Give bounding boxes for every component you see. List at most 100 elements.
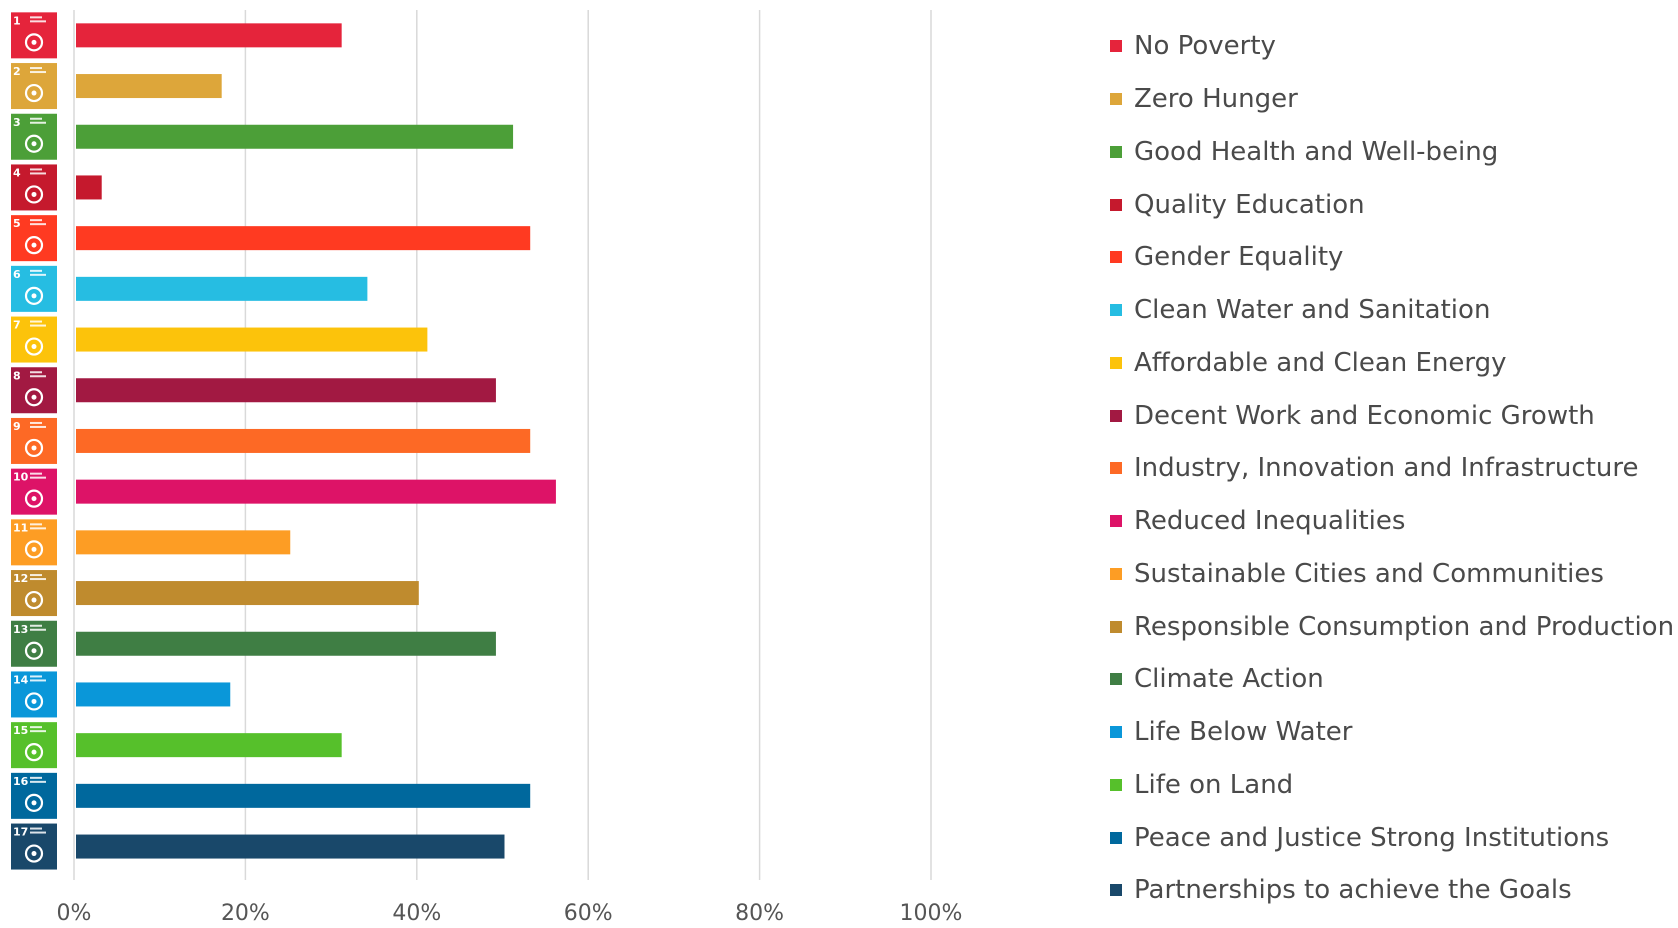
- bar: [76, 23, 342, 48]
- legend-item: Decent Work and Economic Growth: [1110, 389, 1670, 442]
- legend-item: Reduced Inequalities: [1110, 495, 1670, 548]
- sdg-icon: 16: [11, 772, 57, 819]
- legend-label: Sustainable Cities and Communities: [1134, 558, 1604, 589]
- sdg-icon: 12: [11, 570, 57, 617]
- sdg-icon: 2: [11, 63, 57, 110]
- legend-swatch: [1110, 198, 1122, 211]
- bar: [76, 631, 496, 656]
- legend-label: Reduced Inequalities: [1134, 506, 1406, 537]
- legend-label: Life on Land: [1134, 769, 1294, 800]
- bar: [76, 834, 505, 859]
- sdg-icon: 15: [11, 722, 57, 769]
- legend-item: Zero Hunger: [1110, 73, 1670, 126]
- legend-item: Partnerships to achieve the Goals: [1110, 864, 1670, 917]
- legend-swatch: [1110, 304, 1122, 317]
- x-axis-ticks: 0% 20% 40% 60% 80% 100%: [57, 901, 963, 926]
- legend-label: Life Below Water: [1134, 717, 1353, 748]
- legend-label: Clean Water and Sanitation: [1134, 295, 1491, 326]
- legend-label: Peace and Justice Strong Institutions: [1134, 822, 1610, 853]
- legend-swatch: [1110, 462, 1122, 475]
- sdg-icon: 14: [11, 671, 57, 718]
- legend-item: Industry, Innovation and Infrastructure: [1110, 442, 1670, 495]
- x-tick-label: 20%: [221, 901, 270, 926]
- x-tick-label: 40%: [392, 901, 441, 926]
- bar: [76, 74, 222, 99]
- legend-swatch: [1110, 620, 1122, 633]
- legend-label: Good Health and Well-being: [1134, 136, 1499, 167]
- bar: [76, 378, 496, 403]
- bars: [76, 23, 556, 859]
- x-tick-label: 100%: [900, 901, 963, 926]
- svg-text:4: 4: [13, 166, 21, 179]
- legend-swatch: [1110, 251, 1122, 264]
- legend-label: Gender Equality: [1134, 242, 1344, 273]
- legend-swatch: [1110, 356, 1122, 369]
- svg-text:7: 7: [13, 319, 21, 332]
- legend: No Poverty Zero Hunger Good Health and Wel…: [1110, 20, 1674, 917]
- legend-label: Climate Action: [1134, 664, 1324, 695]
- legend-swatch: [1110, 778, 1122, 791]
- legend-item: Affordable and Clean Energy: [1110, 337, 1670, 390]
- legend-item: Gender Equality: [1110, 231, 1670, 284]
- sdg-icon: 4: [11, 164, 57, 211]
- x-tick-label: 0%: [57, 901, 92, 926]
- sdg-icon: 11: [11, 519, 57, 566]
- legend-item: Life on Land: [1110, 759, 1670, 812]
- legend-swatch: [1110, 515, 1122, 528]
- sdg-icon: 17: [11, 823, 57, 870]
- bar: [76, 783, 531, 808]
- legend-swatch: [1110, 567, 1122, 580]
- sdg-icon: 3: [11, 113, 57, 160]
- svg-text:17: 17: [13, 826, 28, 839]
- sdg-icon: 13: [11, 620, 57, 667]
- x-tick-label: 80%: [735, 901, 784, 926]
- legend-swatch: [1110, 673, 1122, 686]
- bar: [76, 733, 342, 758]
- bar: [76, 530, 291, 555]
- svg-text:13: 13: [13, 623, 28, 636]
- legend-label: Partnerships to achieve the Goals: [1134, 875, 1572, 906]
- svg-text:5: 5: [13, 217, 21, 230]
- svg-text:3: 3: [13, 116, 21, 129]
- legend-item: Peace and Justice Strong Institutions: [1110, 811, 1670, 864]
- bar: [76, 124, 514, 149]
- legend-label: Responsible Consumption and Production: [1134, 611, 1675, 642]
- legend-item: Quality Education: [1110, 178, 1670, 231]
- legend-item: Sustainable Cities and Communities: [1110, 548, 1670, 601]
- legend-item: Good Health and Well-being: [1110, 126, 1670, 179]
- bar: [76, 581, 419, 606]
- legend-swatch: [1110, 93, 1122, 106]
- legend-item: Clean Water and Sanitation: [1110, 284, 1670, 337]
- bar: [76, 226, 531, 251]
- svg-text:1: 1: [13, 14, 21, 27]
- legend-item: Climate Action: [1110, 653, 1670, 706]
- svg-text:12: 12: [13, 572, 28, 585]
- legend-swatch: [1110, 409, 1122, 422]
- sdg-icon: 1: [11, 12, 57, 59]
- sdg-icon: 9: [11, 417, 57, 464]
- legend-label: Decent Work and Economic Growth: [1134, 400, 1595, 431]
- bar: [76, 682, 231, 707]
- svg-text:9: 9: [13, 420, 21, 433]
- sdg-icon: 10: [11, 468, 57, 515]
- legend-swatch: [1110, 831, 1122, 844]
- svg-text:11: 11: [13, 521, 28, 534]
- legend-swatch: [1110, 884, 1122, 897]
- legend-label: Industry, Innovation and Infrastructure: [1134, 453, 1639, 484]
- svg-text:10: 10: [13, 471, 29, 484]
- sdg-icon: 7: [11, 316, 57, 363]
- legend-item: No Poverty: [1110, 20, 1670, 73]
- legend-item: Life Below Water: [1110, 706, 1670, 759]
- legend-swatch: [1110, 726, 1122, 739]
- legend-label: No Poverty: [1134, 31, 1276, 62]
- legend-label: Zero Hunger: [1134, 84, 1298, 115]
- bar: [76, 327, 428, 352]
- bar: [76, 175, 102, 200]
- legend-label: Quality Education: [1134, 189, 1365, 220]
- bar: [76, 479, 556, 504]
- legend-item: Responsible Consumption and Production: [1110, 600, 1674, 653]
- svg-text:14: 14: [13, 673, 29, 686]
- legend-label: Affordable and Clean Energy: [1134, 347, 1507, 378]
